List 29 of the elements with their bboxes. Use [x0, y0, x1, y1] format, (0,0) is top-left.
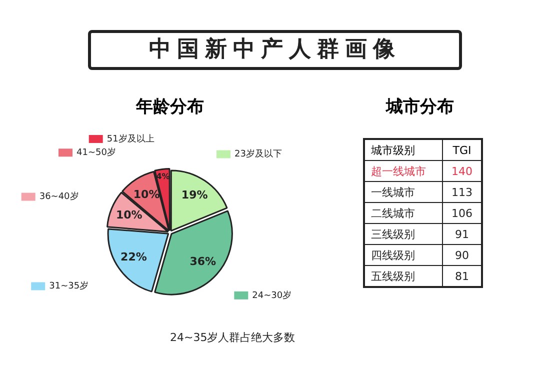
category-label: 超一线城市 [364, 160, 442, 182]
text: 城市分布 [384, 96, 455, 118]
text: 24~35岁人群占绝大多数 [170, 330, 296, 345]
category-label: 二线城市 [364, 202, 442, 224]
data-label: 22% [120, 250, 147, 264]
data-label: 10% [133, 188, 160, 201]
category-label: 一线城市 [364, 182, 442, 202]
data-label: 113 [442, 182, 482, 202]
data-label: 19% [181, 188, 208, 202]
legend-label: 36~40岁 [39, 191, 79, 202]
legend-label: 51岁及以上 [106, 133, 154, 144]
data-label: 140 [442, 160, 482, 182]
legend-label: 23岁及以下 [234, 148, 282, 160]
legend-label: 24~30岁 [252, 290, 292, 301]
chart-title: 中国新中产人群画像 [88, 30, 462, 70]
data-label: 81 [442, 266, 482, 287]
legend-label: 31~35岁 [49, 280, 89, 292]
text: TGI [442, 139, 482, 160]
data-label: 36% [190, 254, 216, 268]
data-label: 90 [442, 244, 482, 266]
chart-subtitle: 年龄分布 [134, 96, 205, 118]
category-label: 四线级别 [364, 244, 442, 266]
data-label: 91 [442, 224, 482, 244]
category-label: 三线级别 [364, 224, 442, 244]
data-label: 10% [116, 208, 142, 222]
legend-label: 41~50岁 [76, 146, 116, 158]
data-label: 106 [442, 202, 482, 224]
category-label: 五线级别 [364, 266, 442, 287]
text: 城市级别 [364, 139, 442, 160]
